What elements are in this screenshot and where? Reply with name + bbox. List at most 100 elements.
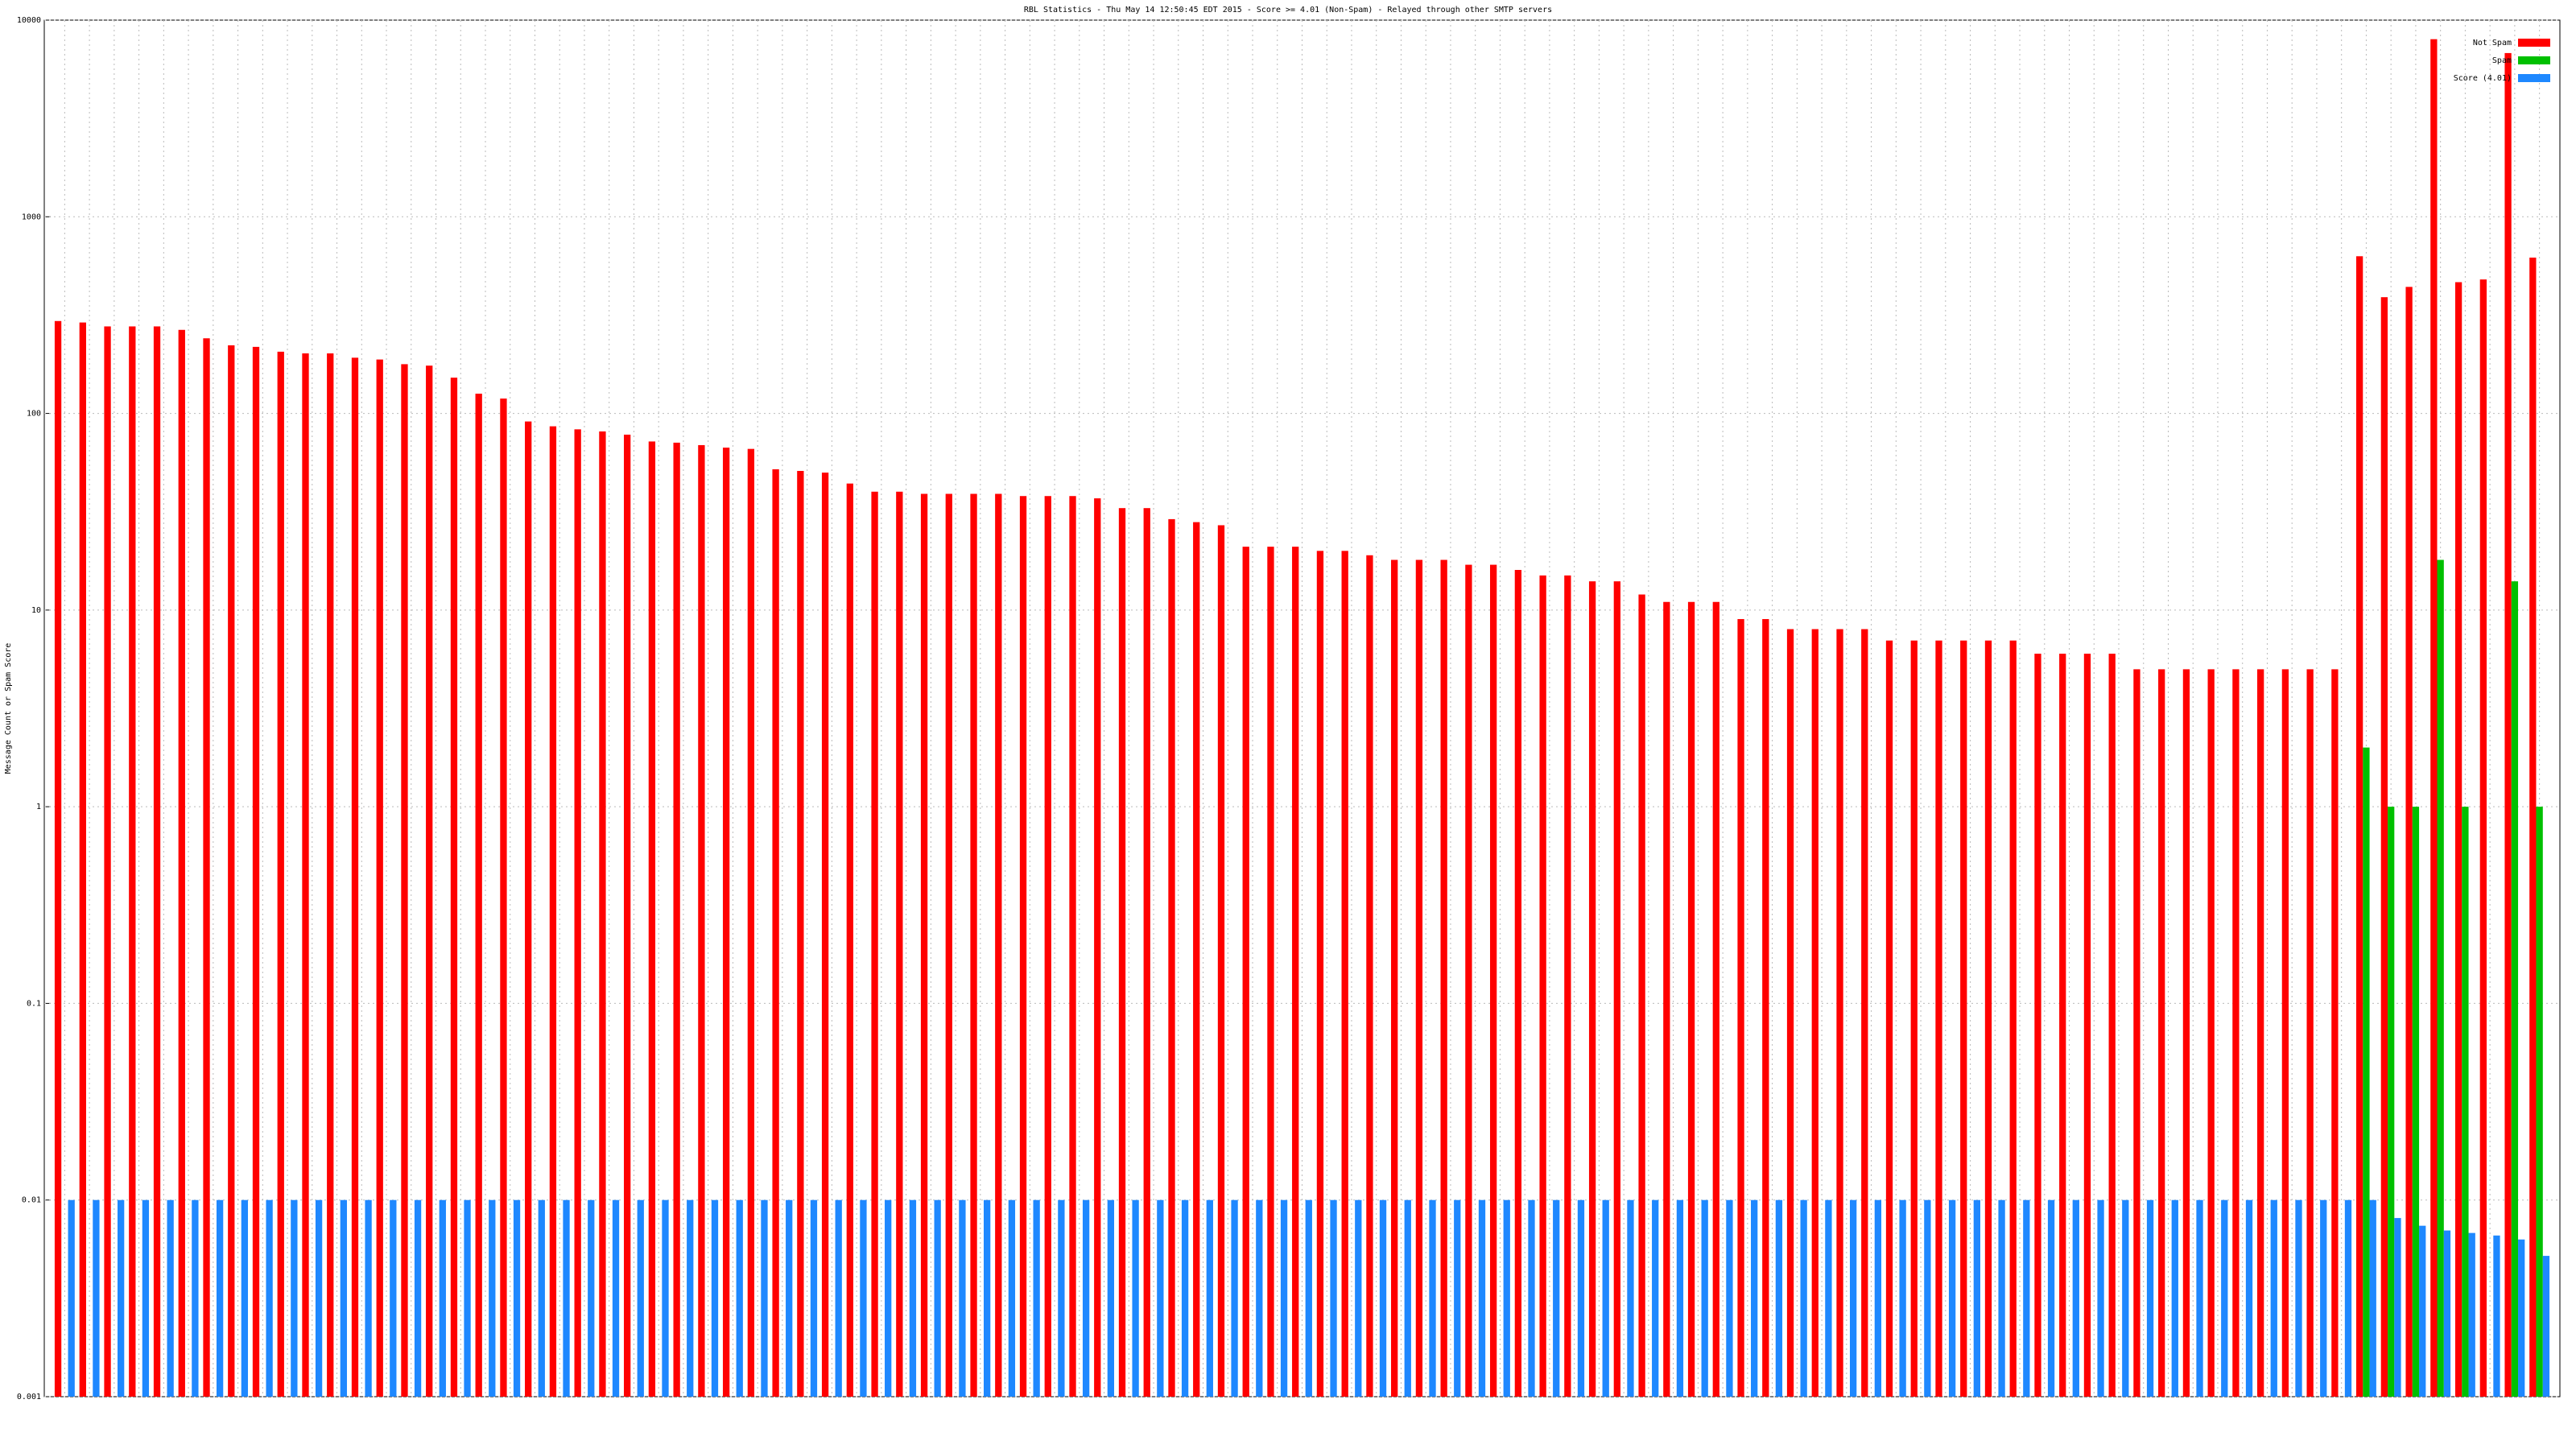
bar — [909, 1199, 917, 1397]
bar — [93, 1199, 100, 1397]
bar — [2146, 1199, 2154, 1397]
bar — [2059, 654, 2066, 1397]
bar — [426, 365, 433, 1397]
bar — [1663, 601, 1670, 1397]
bar — [1489, 564, 1497, 1397]
bar — [2133, 669, 2140, 1397]
bar — [2443, 1230, 2451, 1397]
bar — [637, 1199, 644, 1397]
bar — [414, 1199, 422, 1397]
bar — [2281, 669, 2289, 1397]
bar — [1143, 508, 1150, 1397]
bar — [216, 1199, 224, 1397]
bar — [2430, 39, 2438, 1397]
bar — [1478, 1199, 1486, 1397]
bar — [1019, 496, 1027, 1397]
bar — [761, 1199, 768, 1397]
bar — [1687, 601, 1695, 1397]
y-tick-label: 0.1 — [27, 999, 41, 1008]
legend-label: Spam — [2492, 56, 2512, 65]
bar — [1899, 1199, 1906, 1397]
bar — [2108, 654, 2116, 1397]
bar — [1910, 640, 1918, 1397]
bar — [1577, 1199, 1585, 1397]
bar — [2355, 256, 2363, 1397]
bar — [1181, 1199, 1189, 1397]
bar — [1762, 619, 1769, 1397]
bar — [538, 1199, 545, 1397]
bar — [1391, 559, 1398, 1397]
bar — [450, 378, 458, 1397]
bar — [2462, 807, 2469, 1397]
bar — [1033, 1199, 1040, 1397]
bar — [252, 346, 260, 1397]
bar — [810, 1199, 818, 1397]
bar — [711, 1199, 719, 1397]
bar — [68, 1199, 75, 1397]
bar — [2363, 747, 2370, 1397]
bar — [1800, 1199, 1807, 1397]
bar — [549, 426, 557, 1397]
bar — [736, 1199, 743, 1397]
bar — [687, 1199, 694, 1397]
y-tick-label: 1 — [36, 803, 41, 811]
bar — [167, 1199, 174, 1397]
bar — [2034, 654, 2041, 1397]
bar — [1960, 640, 1967, 1397]
bar — [563, 1199, 570, 1397]
y-tick-label: 100 — [27, 410, 41, 419]
bar — [513, 1199, 521, 1397]
bar — [129, 326, 136, 1397]
y-tick-label: 0.001 — [17, 1393, 41, 1402]
bar — [1726, 1199, 1733, 1397]
bar — [1786, 629, 1794, 1397]
bar — [1082, 1199, 1090, 1397]
bar — [2083, 654, 2091, 1397]
bar — [327, 353, 334, 1397]
bar — [2493, 1235, 2500, 1397]
bar — [1168, 518, 1175, 1397]
legend-swatch — [2518, 74, 2550, 82]
chart-title: RBL Statistics - Thu May 14 12:50:45 EDT… — [1024, 6, 1552, 14]
bar — [1330, 1199, 1337, 1397]
bar — [1539, 575, 1546, 1397]
bar — [2257, 669, 2264, 1397]
bar — [2405, 287, 2413, 1397]
bar — [786, 1199, 793, 1397]
bar — [2158, 669, 2165, 1397]
bar — [970, 493, 977, 1397]
bar — [1267, 547, 1274, 1397]
bar — [2320, 1199, 2327, 1397]
bar — [1948, 1199, 1956, 1397]
bar — [2380, 297, 2388, 1397]
legend-swatch — [2518, 39, 2550, 47]
bar — [662, 1199, 669, 1397]
bar — [1588, 581, 1596, 1397]
bar — [1737, 619, 1744, 1397]
bar — [1775, 1199, 1783, 1397]
bar — [1316, 551, 1324, 1397]
bar — [1429, 1199, 1436, 1397]
bar — [1553, 1199, 1560, 1397]
bar — [500, 398, 507, 1397]
legend-swatch — [2518, 56, 2550, 64]
bar — [722, 448, 730, 1397]
bar — [1638, 594, 1645, 1397]
bar — [747, 448, 755, 1397]
bar — [1157, 1199, 1164, 1397]
bar — [1058, 1199, 1065, 1397]
bar — [1008, 1199, 1016, 1397]
bar — [2518, 1239, 2525, 1397]
bar — [2182, 669, 2190, 1397]
bar — [599, 431, 606, 1397]
bar — [228, 345, 235, 1397]
bar — [1193, 522, 1200, 1397]
legend-label: Not Spam — [2473, 39, 2512, 47]
bar — [2511, 581, 2519, 1397]
bar — [401, 364, 408, 1397]
bar — [439, 1199, 446, 1397]
bar — [1454, 1199, 1461, 1397]
bar — [525, 421, 532, 1397]
